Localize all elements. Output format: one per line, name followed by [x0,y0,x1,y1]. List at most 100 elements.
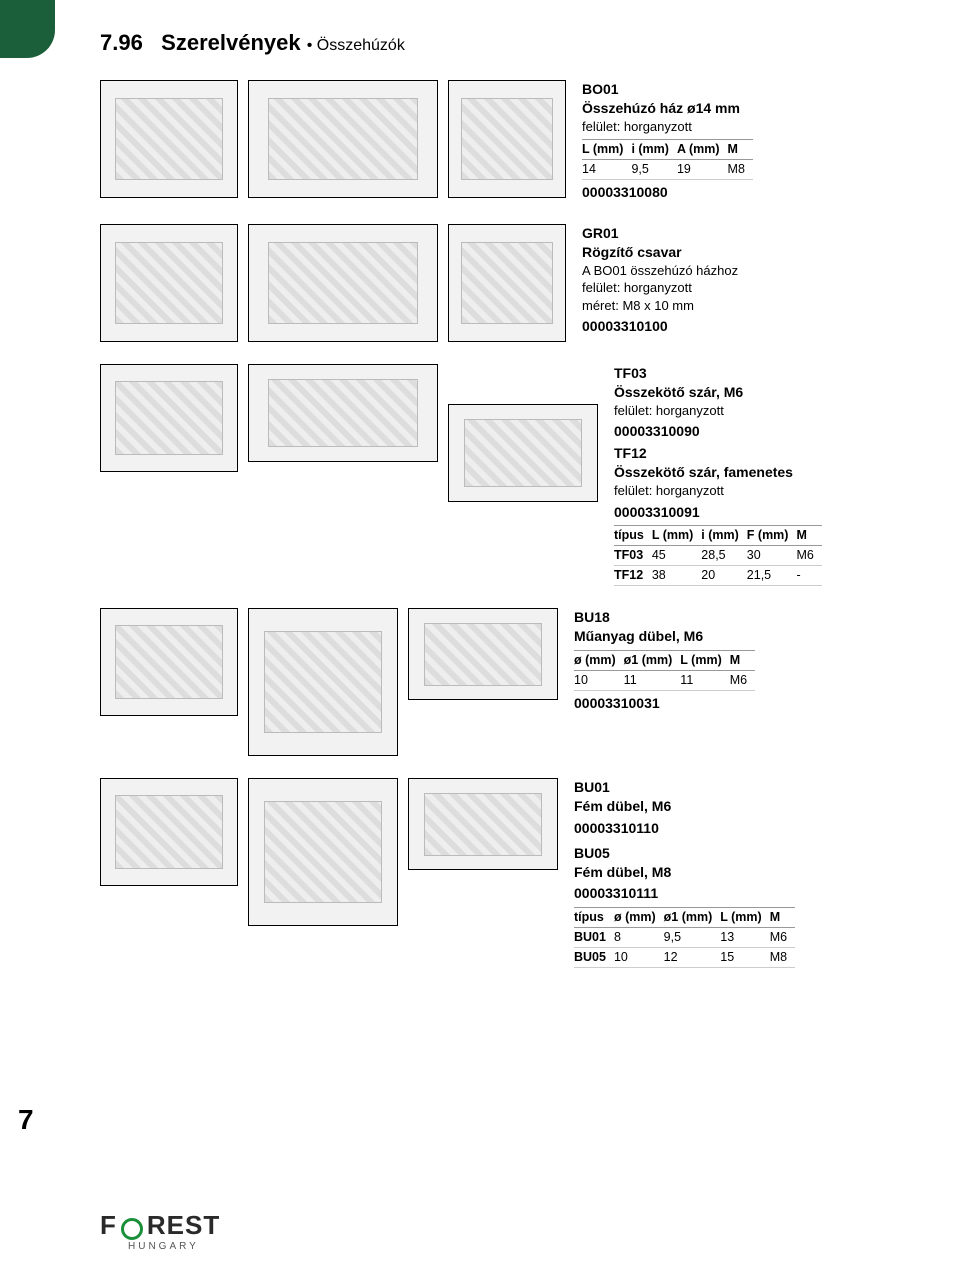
product-code: BO01 [582,80,910,99]
product-photo [100,608,238,716]
logo-text-right: REST [147,1210,220,1241]
th: típus [614,526,652,546]
th: M [730,650,755,670]
product-diagram [408,608,558,700]
td: 9,5 [664,928,721,948]
product-bo01: BO01 Összehúzó ház ø14 mm felület: horga… [100,80,910,202]
part-number: 00003310110 [574,819,910,838]
product-diagram [248,608,398,756]
product-title: Összehúzó ház ø14 mm [582,99,910,118]
th: M [770,908,795,928]
td: M6 [730,670,755,690]
td: 14 [582,160,631,180]
product-bu-metal: BU01 Fém dübel, M6 00003310110 BU05 Fém … [100,778,910,968]
logo-circle-icon [121,1218,143,1240]
product-code: BU01 [574,778,910,797]
product-photo [100,224,238,342]
product-tf: TF03 Összekötő szár, M6 felület: horgany… [100,364,910,586]
part-number: 00003310031 [574,694,910,713]
section-subtitle: • Összehúzók [307,37,405,54]
th: F (mm) [747,526,797,546]
product-diagram [448,404,598,502]
product-diagram [248,778,398,926]
td: BU01 [574,928,614,948]
td: - [796,566,821,586]
spec-table: L (mm) i (mm) A (mm) M 14 9,5 19 M8 [582,139,753,180]
td: 19 [677,160,728,180]
th: i (mm) [631,140,677,160]
td: TF12 [614,566,652,586]
spec-table: ø (mm) ø1 (mm) L (mm) M 10 11 11 M6 [574,650,755,691]
product-gr01: GR01 Rögzítő csavar A BO01 összehúzó ház… [100,224,910,342]
td: BU05 [574,948,614,968]
td: 10 [614,948,664,968]
product-title: Műanyag dübel, M6 [574,627,910,646]
product-bu18: BU18 Műanyag dübel, M6 ø (mm) ø1 (mm) L … [100,608,910,756]
td: M8 [770,948,795,968]
td: M6 [796,546,821,566]
th: M [728,140,753,160]
part-number: 00003310090 [614,422,910,441]
product-code: BU18 [574,608,910,627]
part-number: 00003310080 [582,183,910,202]
td: 11 [624,670,681,690]
product-surface: felület: horganyzott [614,482,910,500]
spec-table: típus L (mm) i (mm) F (mm) M TF03 45 28,… [614,525,822,586]
spec-table: típus ø (mm) ø1 (mm) L (mm) M BU01 8 9,5… [574,907,795,968]
th: típus [574,908,614,928]
product-line: A BO01 összehúzó házhoz [582,262,910,280]
td: 8 [614,928,664,948]
td: M6 [770,928,795,948]
logo-text-left: F [100,1210,117,1241]
product-code: TF03 [614,364,910,383]
th: ø1 (mm) [624,650,681,670]
product-photo [100,80,238,198]
part-number: 00003310091 [614,503,910,522]
td: M8 [728,160,753,180]
product-title: Fém dübel, M8 [574,863,910,882]
section-number: 7.96 [100,30,143,55]
td: 38 [652,566,701,586]
td: 28,5 [701,546,747,566]
th: ø (mm) [614,908,664,928]
product-diagram [248,364,438,462]
td: TF03 [614,546,652,566]
product-diagram [248,80,438,198]
product-surface: felület: horganyzott [614,402,910,420]
section-title: Szerelvények [161,30,300,55]
product-title: Rögzítő csavar [582,243,910,262]
td: 30 [747,546,797,566]
td: 15 [720,948,769,968]
product-diagram [248,224,438,342]
th: A (mm) [677,140,728,160]
product-diagram [448,224,566,342]
td: 13 [720,928,769,948]
product-title: Összekötő szár, famenetes [614,463,910,482]
th: L (mm) [652,526,701,546]
th: L (mm) [582,140,631,160]
th: M [796,526,821,546]
td: 12 [664,948,721,968]
product-diagram [448,80,566,198]
page-header: 7.96 Szerelvények • Összehúzók [100,30,910,56]
product-code: BU05 [574,844,910,863]
td: 9,5 [631,160,677,180]
section-tab [0,0,55,58]
td: 45 [652,546,701,566]
product-photo [100,778,238,886]
th: L (mm) [680,650,729,670]
th: L (mm) [720,908,769,928]
td: 21,5 [747,566,797,586]
product-size: méret: M8 x 10 mm [582,297,910,315]
th: i (mm) [701,526,747,546]
th: ø1 (mm) [664,908,721,928]
logo-subtext: HUNGARY [128,1241,199,1252]
th: ø (mm) [574,650,624,670]
product-surface: felület: horganyzott [582,279,910,297]
part-number: 00003310111 [574,884,910,903]
part-number: 00003310100 [582,317,910,336]
td: 10 [574,670,624,690]
product-photo [100,364,238,472]
product-diagram [408,778,558,870]
td: 20 [701,566,747,586]
